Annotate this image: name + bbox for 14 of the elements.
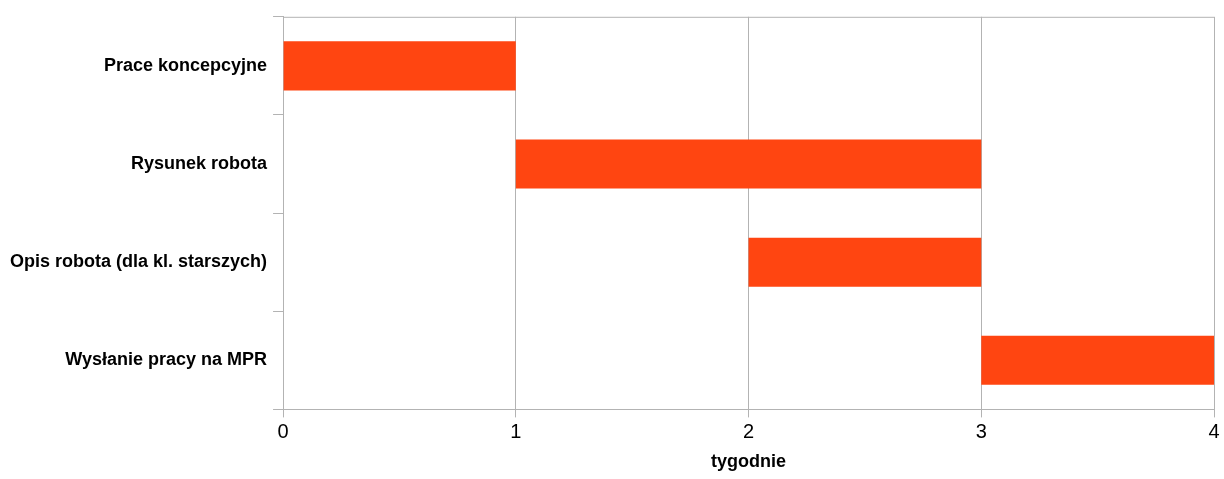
bar <box>515 139 982 189</box>
bar <box>283 41 516 91</box>
x-tick-label: 0 <box>277 419 289 442</box>
y-tick-label: Wysłanie pracy na MPR <box>65 349 268 370</box>
bar <box>748 237 982 287</box>
x-tick-label: 4 <box>1208 419 1220 442</box>
y-tick-label: Opis robota (dla kl. starszych) <box>10 251 268 272</box>
x-axis-title: tygodnie <box>711 451 787 472</box>
x-tick-label: 2 <box>742 419 755 442</box>
y-tick-label: Rysunek robota <box>131 152 269 173</box>
x-tick-label: 1 <box>510 419 522 442</box>
bar <box>981 335 1214 385</box>
y-tick-label: Prace koncepcyjne <box>103 54 268 75</box>
x-tick-label: 3 <box>975 419 987 442</box>
